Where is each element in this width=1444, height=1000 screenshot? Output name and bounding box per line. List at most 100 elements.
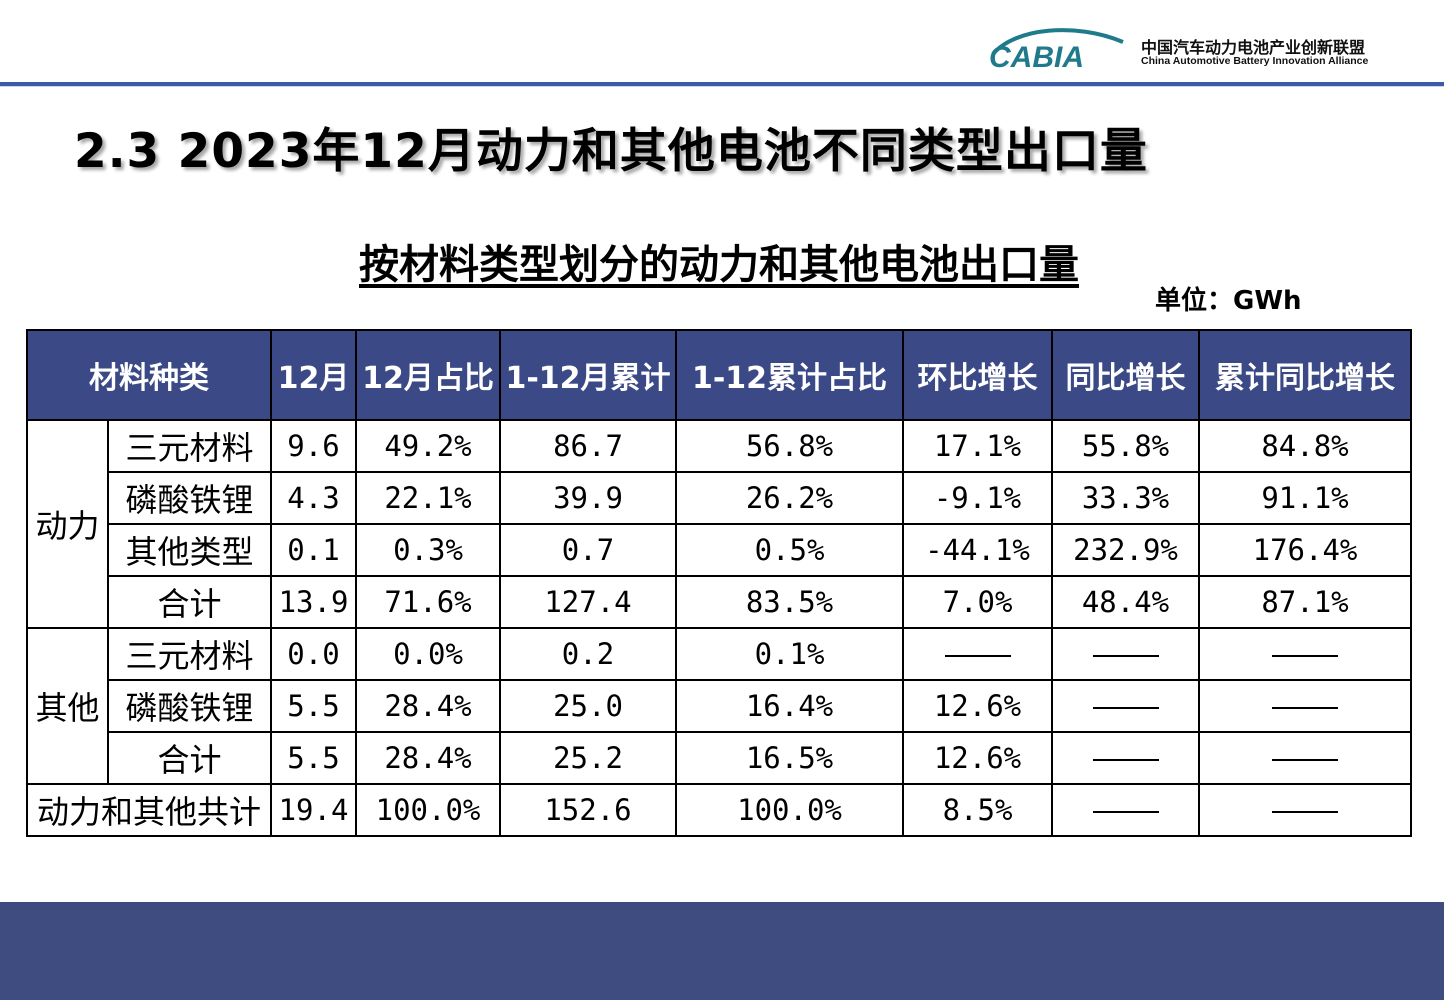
cell-dec-share: 71.6% (355, 575, 501, 629)
table-row: 其他 三元材料 0.0 0.0% 0.2 0.1% (26, 627, 1412, 785)
cell-yoy: 232.9% (1051, 523, 1200, 577)
cabia-logo-icon: CABIA (989, 28, 1124, 74)
cell-ytd-share: 83.5% (675, 575, 904, 629)
cell-ytd-share: 100.0% (675, 783, 904, 837)
cell-ytd-share: 0.1% (675, 627, 904, 681)
table-row: 磷酸铁锂 5.5 28.4% 25.0 16.4% 12.6% (27, 679, 1412, 733)
header-divider (0, 82, 1444, 86)
header-mom: 环比增长 (902, 329, 1053, 421)
material-type: 合计 (107, 731, 272, 785)
cell-mom: -44.1% (902, 523, 1053, 577)
cell-ytd: 127.4 (499, 575, 677, 629)
cell-mom (902, 627, 1053, 681)
header-ytd-share: 1-12累计占比 (675, 329, 904, 421)
material-type: 磷酸铁锂 (107, 471, 272, 525)
cell-mom: 7.0% (902, 575, 1053, 629)
cell-ytd-yoy (1198, 627, 1412, 681)
table-row: 合计 13.9 71.6% 127.4 83.5% 7.0% 48.4% 87.1% (27, 575, 1412, 629)
cell-yoy: 48.4% (1051, 575, 1200, 629)
unit-label: 单位：GWh (1155, 286, 1302, 316)
cell-yoy (1051, 783, 1200, 837)
header-divider-light (0, 86, 1444, 87)
cell-ytd-share: 26.2% (675, 471, 904, 525)
material-type: 磷酸铁锂 (107, 679, 272, 733)
cell-mom: -9.1% (902, 471, 1053, 525)
cell-dec: 5.5 (270, 679, 357, 733)
cell-ytd-share: 16.4% (675, 679, 904, 733)
header-ytd-yoy: 累计同比增长 (1198, 329, 1412, 421)
empty-dash (1272, 759, 1338, 761)
cell-dec: 0.0 (270, 627, 357, 681)
table-row-total: 动力和其他共计 19.4 100.0% 152.6 100.0% 8.5% (26, 783, 1412, 837)
cell-dec-share: 0.0% (355, 627, 501, 681)
cell-dec-share: 28.4% (355, 679, 501, 733)
cell-ytd-yoy (1198, 679, 1412, 733)
cell-ytd: 25.0 (499, 679, 677, 733)
cell-dec: 4.3 (270, 471, 357, 525)
table-row: 其他类型 0.1 0.3% 0.7 0.5% -44.1% 232.9% 176.4% (27, 523, 1412, 577)
empty-dash (1092, 707, 1159, 709)
cell-dec-share: 49.2% (355, 419, 501, 473)
material-type: 三元材料 (107, 627, 272, 681)
table-title: 按材料类型划分的动力和其他电池出口量 (0, 232, 1444, 290)
group-label: 动力 (26, 419, 109, 629)
cell-ytd-yoy (1198, 783, 1412, 837)
cell-ytd: 152.6 (499, 783, 677, 837)
logo-name-en: China Automotive Battery Innovation Alli… (1141, 55, 1369, 67)
total-label: 动力和其他共计 (26, 783, 272, 837)
page-title: 2.3 2023年12月动力和其他电池不同类型出口量 (74, 124, 1148, 179)
cell-dec: 9.6 (270, 419, 357, 473)
cell-dec-share: 22.1% (355, 471, 501, 525)
empty-dash (1092, 759, 1159, 761)
cell-yoy (1051, 731, 1200, 785)
footer-band (0, 902, 1444, 1000)
cell-ytd-yoy: 84.8% (1198, 419, 1412, 473)
empty-dash (1272, 655, 1338, 657)
cell-ytd-yoy: 91.1% (1198, 471, 1412, 525)
table-row: 合计 5.5 28.4% 25.2 16.5% 12.6% (27, 731, 1412, 785)
cell-yoy: 33.3% (1051, 471, 1200, 525)
header-dec-share: 12月占比 (355, 329, 501, 421)
cell-ytd-yoy (1198, 731, 1412, 785)
table-body: 动力 三元材料 9.6 49.2% 86.7 56.8% 17.1% 55.8% 84.8% 磷酸… (26, 419, 1412, 837)
cell-ytd-share: 56.8% (675, 419, 904, 473)
material-type: 三元材料 (107, 419, 272, 473)
logo-name-cn: 中国汽车动力电池产业创新联盟 (1141, 38, 1366, 57)
logo-mark: CABIA (989, 41, 1084, 74)
cell-dec: 13.9 (270, 575, 357, 629)
cell-mom: 17.1% (902, 419, 1053, 473)
table-row: 磷酸铁锂 4.3 22.1% 39.9 26.2% -9.1% 33.3% 91.1% (27, 471, 1412, 525)
group-label: 其他 (26, 627, 109, 785)
table-row: 动力 三元材料 9.6 49.2% 86.7 56.8% 17.1% 55.8% 84.8% (26, 419, 1412, 629)
export-table: 材料种类 12月 12月占比 1-12月累计 1-12累计占比 环比增长 同比增… (26, 329, 1412, 837)
table-header-row: 材料种类 12月 12月占比 1-12月累计 1-12累计占比 环比增长 同比增… (26, 329, 1412, 421)
empty-dash (944, 655, 1011, 657)
cell-ytd-share: 0.5% (675, 523, 904, 577)
cell-mom: 12.6% (902, 731, 1053, 785)
cell-dec: 5.5 (270, 731, 357, 785)
cell-mom: 12.6% (902, 679, 1053, 733)
cell-dec: 19.4 (270, 783, 357, 837)
cell-dec: 0.1 (270, 523, 357, 577)
cell-ytd: 0.7 (499, 523, 677, 577)
table-title-text: 按材料类型划分的动力和其他电池出口量 (359, 242, 1079, 288)
header-ytd: 1-12月累计 (499, 329, 677, 421)
cell-dec-share: 100.0% (355, 783, 501, 837)
cell-ytd-yoy: 87.1% (1198, 575, 1412, 629)
cell-ytd: 39.9 (499, 471, 677, 525)
cell-dec-share: 0.3% (355, 523, 501, 577)
empty-dash (1272, 811, 1338, 813)
cell-ytd-share: 16.5% (675, 731, 904, 785)
cell-yoy (1051, 679, 1200, 733)
cell-yoy: 55.8% (1051, 419, 1200, 473)
material-type: 其他类型 (107, 523, 272, 577)
cell-ytd: 86.7 (499, 419, 677, 473)
header-yoy: 同比增长 (1051, 329, 1200, 421)
cell-ytd-yoy: 176.4% (1198, 523, 1412, 577)
header-dec: 12月 (270, 329, 357, 421)
cabia-logo: CABIA 中国汽车动力电池产业创新联盟 China Automotive Ba… (985, 20, 1435, 80)
cell-yoy (1051, 627, 1200, 681)
cell-ytd: 0.2 (499, 627, 677, 681)
cell-dec-share: 28.4% (355, 731, 501, 785)
cell-ytd: 25.2 (499, 731, 677, 785)
